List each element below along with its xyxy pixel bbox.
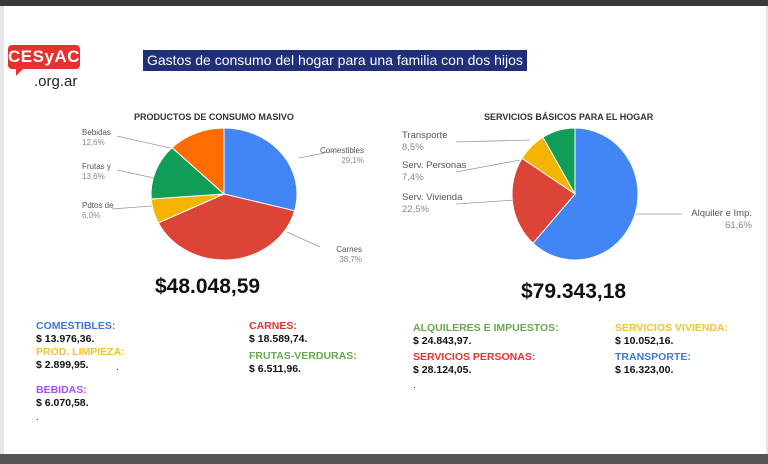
right-pie-slice-serv-vivienda: [511, 157, 576, 244]
left-pie-slice-frutas-y: [150, 146, 226, 200]
detail-servicios-personas: SERVICIOS PERSONAS: $ 28.124,05.: [413, 351, 535, 377]
detail-transporte: TRANSPORTE: $ 16.323,00.: [615, 351, 691, 377]
logo-domain: .org.ar: [34, 73, 78, 90]
label-serv-personas-pct: 7,4%: [402, 172, 424, 183]
logo: CESyAC .org.ar: [8, 45, 86, 97]
detail-alquileres-value: $ 24.843,97.: [413, 335, 472, 347]
label-frutas-name: Frutas y: [82, 162, 111, 171]
label-alquiler: Alquiler e Imp. 61,6%: [662, 208, 752, 232]
label-carnes-name: Carnes: [336, 245, 362, 254]
label-carnes: Carnes 38,7%: [302, 245, 362, 265]
label-alquiler-pct: 61,6%: [725, 220, 752, 231]
left-pie-slice-comestibles: [223, 127, 298, 212]
pie-chart-right: [511, 127, 639, 261]
label-pdtos-name: Pdtos de: [82, 201, 114, 210]
detail-comestibles-value: $ 13.976,36.: [36, 333, 95, 345]
label-bebidas: Bebidas 12,6%: [82, 128, 111, 148]
detail-servicios-vivienda-value: $ 10.052,16.: [615, 335, 674, 347]
total-right: $79.343,18: [521, 280, 627, 303]
total-left: $48.048,59: [155, 275, 261, 298]
label-serv-vivienda-pct: 22,5%: [402, 204, 429, 215]
detail-servicios-vivienda: SERVICIOS VIVIENDA: $ 10.052,16.: [615, 322, 728, 348]
detail-bebidas-value: $ 6.070,58.: [36, 397, 89, 409]
pie-chart-left: [150, 127, 298, 261]
detail-limpieza-key: PROD. LIMPIEZA:: [36, 346, 125, 358]
label-transporte: Transporte 8,5%: [402, 130, 448, 154]
detail-comestibles-key: COMESTIBLES:: [36, 320, 116, 332]
detail-alquileres-key: ALQUILERES E IMPUESTOS:: [413, 322, 559, 334]
top-bar: [0, 0, 768, 6]
stray-dot-1: .: [116, 362, 119, 373]
detail-transporte-key: TRANSPORTE:: [615, 351, 691, 363]
label-serv-vivienda: Serv. Vivienda 22,5%: [402, 192, 462, 216]
logo-tail: [16, 68, 24, 76]
left-pie-slice-carnes: [157, 193, 296, 261]
detail-frutas-value: $ 6.511,96.: [249, 363, 301, 375]
detail-carnes-key: CARNES:: [249, 320, 297, 332]
detail-servicios-vivienda-key: SERVICIOS VIVIENDA:: [615, 322, 728, 334]
detail-limpieza: PROD. LIMPIEZA: $ 2.899,95.: [36, 346, 125, 372]
label-serv-vivienda-name: Serv. Vivienda: [402, 192, 463, 203]
label-pdtos: Pdtos de 6,0%: [82, 201, 114, 221]
chart-title-left: PRODUCTOS DE CONSUMO MASIVO: [134, 112, 294, 122]
detail-bebidas: BEBIDAS: $ 6.070,58.: [36, 384, 89, 410]
label-comestibles-pct: 29,1%: [341, 156, 364, 165]
label-frutas-pct: 13,6%: [82, 172, 105, 181]
label-alquiler-name: Alquiler e Imp.: [691, 208, 752, 219]
slide-title: Gastos de consumo del hogar para una fam…: [143, 50, 527, 71]
label-carnes-pct: 38,7%: [339, 255, 362, 264]
detail-carnes: CARNES: $ 18.589,74.: [249, 320, 307, 346]
label-pdtos-pct: 6,0%: [82, 211, 101, 220]
label-serv-personas-name: Serv. Personas: [402, 160, 467, 171]
label-serv-personas: Serv. Personas 7,4%: [402, 160, 466, 184]
label-transporte-pct: 8,5%: [402, 142, 424, 153]
label-frutas: Frutas y 13,6%: [82, 162, 111, 182]
detail-carnes-value: $ 18.589,74.: [249, 333, 308, 345]
detail-bebidas-key: BEBIDAS:: [36, 384, 87, 396]
detail-transporte-value: $ 16.323,00.: [615, 364, 674, 376]
logo-badge: CESyAC: [8, 45, 80, 69]
detail-servicios-personas-value: $ 28.124,05.: [413, 364, 472, 376]
label-transporte-name: Transporte: [402, 130, 448, 141]
right-pie-slice-transporte: [542, 127, 576, 196]
label-bebidas-pct: 12,6%: [82, 138, 105, 147]
detail-frutas-key: FRUTAS-VERDURAS:: [249, 350, 357, 362]
detail-comestibles: COMESTIBLES: $ 13.976,36.: [36, 320, 115, 346]
left-pie-slice-bebidas: [171, 127, 225, 196]
detail-limpieza-value: $ 2.899,95.: [36, 359, 89, 371]
detail-servicios-personas-key: SERVICIOS PERSONAS:: [413, 351, 536, 363]
label-comestibles: Comestibles 29,1%: [302, 146, 364, 166]
label-comestibles-name: Comestibles: [319, 146, 364, 155]
slide: [4, 6, 766, 454]
stray-dot-3: .: [413, 380, 416, 391]
bottom-bar: [0, 454, 768, 464]
label-bebidas-name: Bebidas: [82, 128, 111, 137]
stray-dot-2: .: [36, 412, 39, 423]
right-pie-slice-alquiler-e-imp: [532, 127, 639, 261]
detail-alquileres: ALQUILERES E IMPUESTOS: $ 24.843,97.: [413, 322, 559, 348]
detail-frutas: FRUTAS-VERDURAS: $ 6.511,96.: [249, 350, 357, 376]
chart-title-right: SERVICIOS BÁSICOS PARA EL HOGAR: [484, 112, 654, 122]
